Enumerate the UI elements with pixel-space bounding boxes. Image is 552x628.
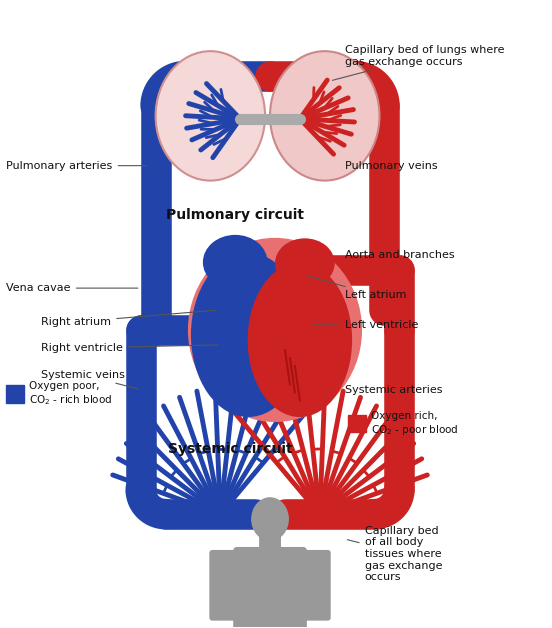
FancyBboxPatch shape: [259, 535, 281, 557]
Text: Left ventricle: Left ventricle: [312, 320, 418, 330]
Text: Systemic circuit: Systemic circuit: [168, 442, 293, 457]
Text: Vena cavae: Vena cavae: [7, 283, 138, 293]
Ellipse shape: [275, 239, 335, 288]
FancyBboxPatch shape: [271, 624, 303, 628]
Text: Capillary bed of lungs where
gas exchange occurs: Capillary bed of lungs where gas exchang…: [332, 45, 504, 80]
Text: Systemic arteries: Systemic arteries: [344, 385, 442, 394]
Text: Pulmonary veins: Pulmonary veins: [344, 161, 437, 171]
FancyBboxPatch shape: [237, 624, 269, 628]
FancyBboxPatch shape: [300, 550, 331, 620]
Text: Oxygen poor,
CO$_2$ - rich blood: Oxygen poor, CO$_2$ - rich blood: [29, 381, 113, 406]
Text: Left atrium: Left atrium: [307, 276, 406, 300]
Ellipse shape: [188, 238, 362, 422]
Bar: [348, 414, 365, 433]
FancyBboxPatch shape: [209, 550, 240, 620]
Text: Right ventricle: Right ventricle: [41, 343, 217, 353]
FancyBboxPatch shape: [233, 547, 307, 628]
Ellipse shape: [251, 497, 289, 541]
Ellipse shape: [191, 253, 305, 417]
Text: Pulmonary arteries: Pulmonary arteries: [7, 161, 146, 171]
Text: Pulmonary circuit: Pulmonary circuit: [166, 208, 304, 222]
Text: Right atrium: Right atrium: [41, 310, 215, 327]
Text: Aorta and branches: Aorta and branches: [344, 251, 454, 268]
Text: Systemic veins: Systemic veins: [41, 370, 138, 389]
Ellipse shape: [248, 263, 352, 417]
Ellipse shape: [156, 51, 265, 181]
Bar: [7, 385, 24, 403]
Text: Capillary bed
of all body
tissues where
gas exchange
occurs: Capillary bed of all body tissues where …: [347, 526, 442, 582]
Ellipse shape: [203, 235, 268, 290]
Ellipse shape: [270, 51, 379, 181]
Text: Oxygen rich,
CO$_2$ - poor blood: Oxygen rich, CO$_2$ - poor blood: [370, 411, 458, 436]
